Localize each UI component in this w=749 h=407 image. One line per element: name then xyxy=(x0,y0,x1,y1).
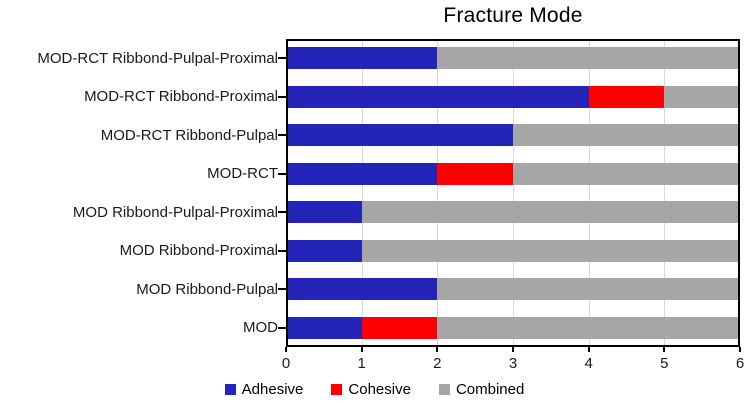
legend-swatch-cohesive xyxy=(331,384,343,395)
bar-segment-combined xyxy=(361,239,740,262)
y-tick xyxy=(278,288,286,291)
bar-segment-combined xyxy=(664,85,740,108)
plot-area xyxy=(278,39,740,348)
gridline xyxy=(664,39,666,347)
bar-segment-adhesive xyxy=(286,278,438,301)
bar-row xyxy=(286,193,740,232)
gridline xyxy=(361,39,363,347)
x-tick-label: 0 xyxy=(281,355,291,372)
x-tick xyxy=(285,347,287,352)
bar-segment-combined xyxy=(437,47,740,70)
bar-row xyxy=(286,270,740,309)
x-tick xyxy=(587,347,590,352)
bar-segment-combined xyxy=(437,278,740,301)
category-labels: MOD-RCT Ribbond-Pulpal-Proximal MOD-RCT R… xyxy=(4,39,278,347)
bar-segment-adhesive xyxy=(286,162,438,185)
category-label: MOD Ribbond-Pulpal xyxy=(136,280,278,298)
bar-segment-cohesive xyxy=(437,162,513,185)
bar-segment-adhesive xyxy=(286,316,362,339)
bar-segment-cohesive xyxy=(588,85,665,108)
stacked-bar xyxy=(286,162,740,185)
x-tick-label: 5 xyxy=(660,355,669,372)
bar-row xyxy=(286,155,740,194)
x-tick xyxy=(436,347,439,352)
stacked-bar xyxy=(286,47,740,70)
category-label: MOD-RCT xyxy=(207,165,278,183)
bar-segment-adhesive xyxy=(286,239,362,262)
bar-segment-cohesive xyxy=(361,316,438,339)
stacked-bar xyxy=(286,239,740,262)
x-tick xyxy=(360,347,363,352)
stacked-bar xyxy=(286,201,740,224)
bar-row xyxy=(286,232,740,271)
gridline xyxy=(437,39,439,347)
x-tick xyxy=(663,347,666,352)
x-tick-label: 6 xyxy=(735,355,745,372)
legend-item-cohesive: Cohesive xyxy=(331,381,411,398)
legend-item-adhesive: Adhesive xyxy=(224,381,304,398)
bar-segment-adhesive xyxy=(286,85,589,108)
x-tick-label: 3 xyxy=(508,355,518,372)
y-tick xyxy=(278,326,286,329)
stacked-bar xyxy=(286,278,740,301)
bar-segment-adhesive xyxy=(286,124,513,147)
bar-row xyxy=(286,78,740,117)
legend-swatch-adhesive xyxy=(224,384,236,395)
bar-row xyxy=(286,39,740,78)
category-label: MOD-RCT Ribbond-Pulpal-Proximal xyxy=(37,49,278,67)
bar-segment-combined xyxy=(437,316,740,339)
legend-swatch-combined xyxy=(438,384,450,395)
x-tick xyxy=(739,347,741,352)
stacked-bar xyxy=(286,316,740,339)
y-tick xyxy=(278,95,286,98)
y-tick xyxy=(278,57,286,60)
stacked-bar xyxy=(286,85,740,108)
category-label: MOD Ribbond-Proximal xyxy=(119,242,278,260)
legend-label: Combined xyxy=(455,381,525,398)
legend: Adhesive Cohesive Combined xyxy=(0,381,749,398)
bar-row xyxy=(286,309,740,348)
bar-segment-adhesive xyxy=(286,201,362,224)
x-axis: 0 1 2 3 4 5 6 xyxy=(282,347,744,383)
category-label: MOD-RCT Ribbond-Proximal xyxy=(84,88,278,106)
chart-title: Fracture Mode xyxy=(443,4,583,27)
bar-segment-adhesive xyxy=(286,47,438,70)
stacked-bar xyxy=(286,124,740,147)
legend-item-combined: Combined xyxy=(438,381,525,398)
bar-row xyxy=(286,116,740,155)
gridline xyxy=(588,39,590,347)
category-label: MOD Ribbond-Pulpal-Proximal xyxy=(72,203,278,221)
x-tick xyxy=(512,347,514,352)
y-tick xyxy=(278,172,286,175)
x-tick-label: 2 xyxy=(433,355,442,372)
x-tick-label: 1 xyxy=(357,355,366,372)
bar-segment-combined xyxy=(361,201,740,224)
y-tick xyxy=(278,211,286,214)
legend-label: Cohesive xyxy=(348,381,411,398)
gridline xyxy=(513,39,514,347)
category-label: MOD xyxy=(243,319,278,337)
y-tick xyxy=(278,134,286,137)
y-tick xyxy=(278,249,286,252)
bar-segment-combined xyxy=(512,162,740,185)
legend-label: Adhesive xyxy=(241,381,304,398)
x-tick-label: 4 xyxy=(584,355,593,372)
category-label: MOD-RCT Ribbond-Pulpal xyxy=(100,126,278,144)
bar-segment-combined xyxy=(513,124,740,147)
